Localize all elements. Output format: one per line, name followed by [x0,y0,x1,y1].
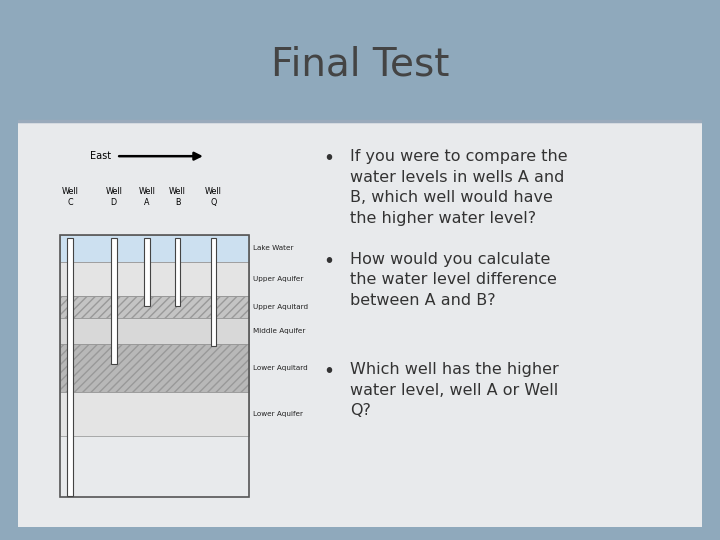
Text: Well
C: Well C [62,187,78,207]
Bar [60,344,249,392]
Text: Lower Aquitard: Lower Aquitard [253,364,307,371]
Text: Which well has the higher
water level, well A or Well
Q?: Which well has the higher water level, w… [350,362,559,418]
Text: How would you calculate
the water level difference
between A and B?: How would you calculate the water level … [350,252,557,308]
Text: Upper Aquitard: Upper Aquitard [253,304,308,310]
Text: Well
Q: Well Q [205,187,222,207]
Text: Upper Aquifer: Upper Aquifer [253,276,303,282]
Text: Final Test: Final Test [271,46,449,84]
Bar [18,121,702,526]
Text: Middle Aquifer: Middle Aquifer [253,328,305,334]
Text: Well
A: Well A [138,187,156,207]
Bar [111,238,117,365]
Bar [175,238,181,306]
Bar [60,296,249,318]
Bar [60,392,249,436]
Bar [60,296,249,318]
Text: Lower Aquifer: Lower Aquifer [253,411,303,417]
Bar [60,235,249,262]
Text: •: • [324,252,335,271]
Text: Lake Water: Lake Water [253,245,294,251]
Text: Well
D: Well D [105,187,122,207]
Bar [60,262,249,296]
Bar [60,235,249,497]
Bar [144,238,150,306]
Bar [68,238,73,496]
Text: Well
B: Well B [169,187,186,207]
Bar [210,238,216,346]
Bar [60,344,249,392]
Text: If you were to compare the
water levels in wells A and
B, which well would have
: If you were to compare the water levels … [350,150,567,226]
Bar [60,318,249,344]
Text: •: • [324,150,335,168]
Text: East: East [90,151,111,161]
Text: •: • [324,362,335,381]
